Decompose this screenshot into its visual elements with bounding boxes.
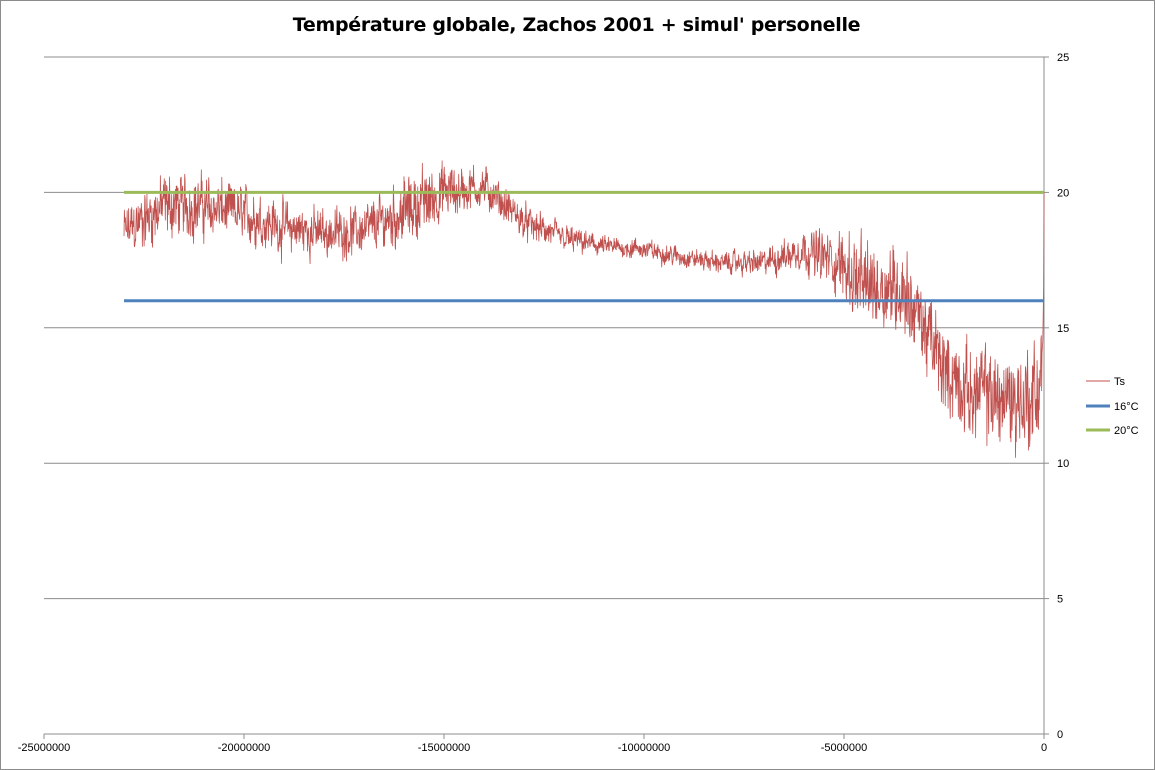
x-tick-label: -5000000	[821, 742, 868, 754]
x-tick-label: -20000000	[218, 742, 271, 754]
x-tick-label: -15000000	[418, 742, 471, 754]
y-tick-label: 10	[1057, 458, 1069, 470]
legend-label: Ts	[1114, 376, 1126, 388]
x-tick-label: 0	[1041, 742, 1047, 754]
legend-label: 20°C	[1114, 425, 1139, 437]
y-tick-label: 20	[1057, 187, 1069, 199]
grid-layer	[44, 56, 1044, 600]
legend-layer: Ts 16°C 20°C	[1086, 376, 1139, 437]
y-tick-label: 5	[1057, 594, 1063, 606]
tick-label-layer: 0 5 10 15 20 25 -25000000 -20000000 -15000000 -10…	[18, 52, 1070, 754]
x-tick-label: -25000000	[18, 742, 71, 754]
y-tick-label: 25	[1057, 52, 1069, 64]
y-tick-label: 0	[1057, 729, 1063, 741]
series-line-ts	[123, 160, 1045, 458]
series-layer	[123, 160, 1045, 458]
y-tick-label: 15	[1057, 323, 1069, 335]
legend-label: 16°C	[1114, 401, 1139, 413]
chart-title: Température globale, Zachos 2001 + simul…	[292, 14, 861, 36]
x-tick-label: -10000000	[618, 742, 671, 754]
axis-layer	[43, 56, 1049, 739]
